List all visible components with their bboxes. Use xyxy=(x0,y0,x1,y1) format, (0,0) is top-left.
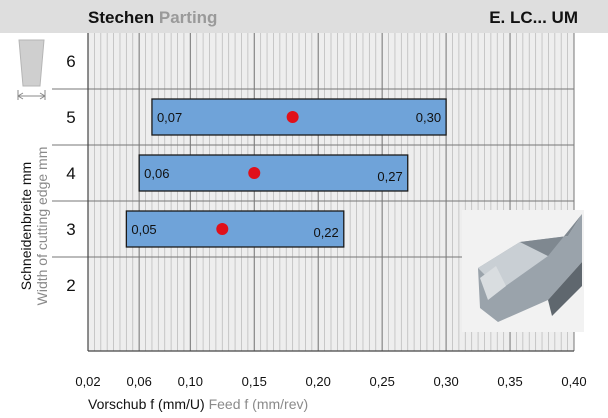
range-bar xyxy=(139,155,408,191)
category-label: 6 xyxy=(66,52,75,71)
y-axis-label: Schneidenbreite mm Width of cutting edge … xyxy=(18,147,50,306)
y-axis-label-de: Schneidenbreite mm xyxy=(18,162,34,290)
x-tick-label: 0,40 xyxy=(561,374,586,389)
recommended-feed-dot xyxy=(248,167,260,179)
insert-width-icon xyxy=(18,40,45,100)
x-tick-label: 0,06 xyxy=(127,374,152,389)
y-axis-label-en: Width of cutting edge mm xyxy=(34,147,50,306)
grooving-insert-photo xyxy=(462,210,584,332)
range-bar xyxy=(126,211,343,247)
category-label: 3 xyxy=(66,220,75,239)
x-tick-label: 0,25 xyxy=(370,374,395,389)
x-tick-label: 0,15 xyxy=(242,374,267,389)
recommended-feed-dot xyxy=(216,223,228,235)
range-bar xyxy=(152,99,446,135)
x-tick-label: 0,02 xyxy=(75,374,100,389)
x-axis-label-en: Feed f (mm/rev) xyxy=(209,396,309,412)
x-axis-label-de: Vorschub f (mm/U) xyxy=(88,396,205,412)
category-label: 5 xyxy=(66,108,75,127)
range-min-label: 0,05 xyxy=(131,222,156,237)
recommended-feed-dot xyxy=(287,111,299,123)
x-tick-label: 0,10 xyxy=(178,374,203,389)
range-max-label: 0,22 xyxy=(313,225,338,240)
range-min-label: 0,06 xyxy=(144,166,169,181)
x-tick-label: 0,30 xyxy=(433,374,458,389)
range-max-label: 0,27 xyxy=(377,169,402,184)
insert-shape xyxy=(19,40,44,86)
category-label: 4 xyxy=(66,164,75,183)
range-max-label: 0,30 xyxy=(416,110,441,125)
range-min-label: 0,07 xyxy=(157,110,182,125)
category-label: 2 xyxy=(66,276,75,295)
x-axis-label: Vorschub f (mm/U) Feed f (mm/rev) xyxy=(88,396,308,412)
x-tick-label: 0,20 xyxy=(306,374,331,389)
x-tick-label: 0,35 xyxy=(497,374,522,389)
